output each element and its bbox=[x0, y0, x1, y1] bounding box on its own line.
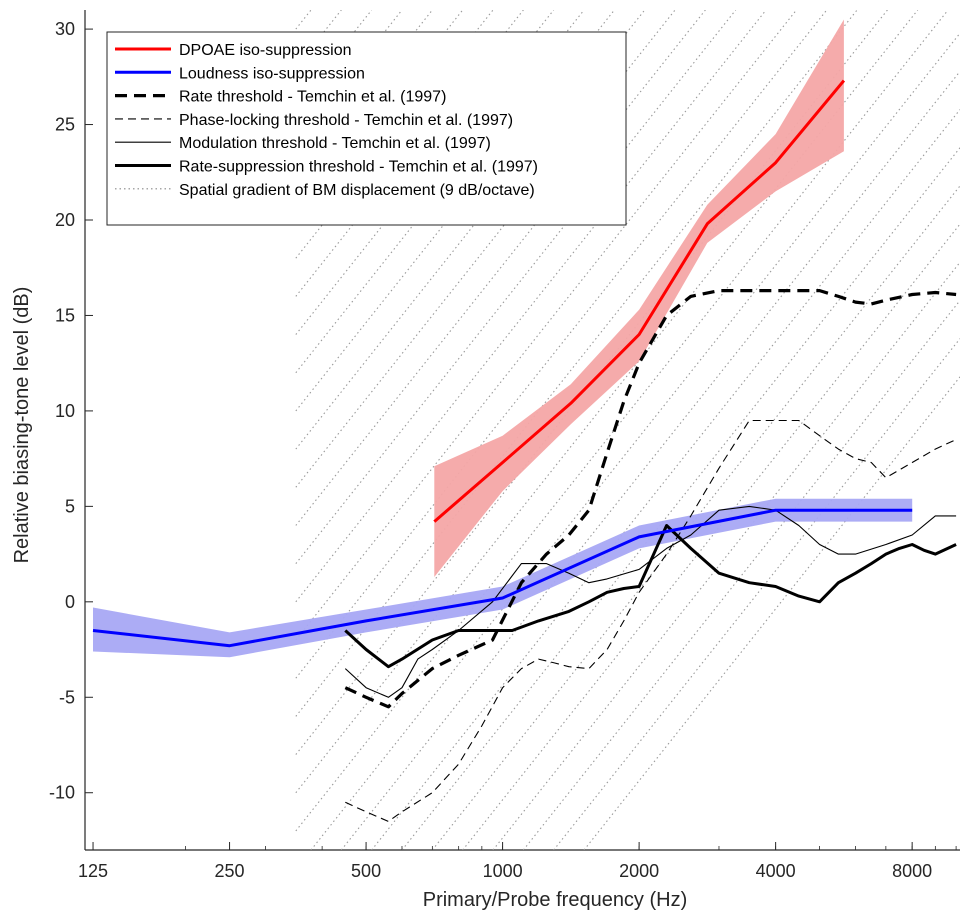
series-band-0 bbox=[434, 19, 844, 577]
y-tick-label: 15 bbox=[55, 305, 75, 325]
gradient-line bbox=[371, 109, 960, 850]
legend-label-1: Loudness iso-suppression bbox=[179, 65, 365, 82]
legend-label-6: Spatial gradient of BM displacement (9 d… bbox=[179, 182, 535, 199]
series-line-1 bbox=[92, 508, 913, 648]
x-tick-label: 1000 bbox=[483, 861, 523, 881]
legend: DPOAE iso-suppression Loudness iso-suppre… bbox=[106, 31, 627, 226]
gradient-line bbox=[583, 376, 960, 850]
legend-label-5: Rate-suppression threshold - Temchin et … bbox=[179, 159, 538, 176]
series-line-5 bbox=[344, 524, 957, 669]
gradient-line bbox=[295, 10, 797, 641]
y-tick-label: 10 bbox=[55, 401, 75, 421]
x-axis-label: Primary/Probe frequency (Hz) bbox=[423, 889, 688, 911]
ticks: -10 -5 0 5 10 15 20 25 30 125 250 500 1000 2000 4000 80… bbox=[49, 19, 957, 881]
y-tick-label: 25 bbox=[55, 115, 75, 135]
gradient-line bbox=[295, 10, 585, 374]
gradient-line bbox=[401, 147, 960, 850]
series-line-4 bbox=[344, 505, 957, 698]
y-tick-label: 0 bbox=[65, 592, 75, 612]
legend-label-3: Phase-locking threshold - Temchin et al.… bbox=[179, 112, 513, 129]
bands bbox=[93, 19, 913, 658]
series-line-3 bbox=[345, 419, 957, 822]
gradient-line bbox=[492, 261, 960, 850]
gradient-line bbox=[340, 71, 960, 850]
x-tick-label: 8000 bbox=[892, 861, 932, 881]
gradient-line bbox=[462, 223, 960, 850]
series-lines bbox=[92, 79, 957, 822]
y-tick-label: -5 bbox=[59, 687, 75, 707]
gradient-line bbox=[310, 32, 960, 850]
gradient-line bbox=[295, 10, 737, 564]
series-band-1 bbox=[93, 498, 913, 658]
y-tick-label: 20 bbox=[55, 210, 75, 230]
gradient-line bbox=[295, 10, 706, 526]
legend-label-0: DPOAE iso-suppression bbox=[179, 42, 352, 59]
x-tick-label: 2000 bbox=[619, 861, 659, 881]
x-tick-label: 500 bbox=[351, 861, 381, 881]
gradient-line bbox=[553, 338, 960, 850]
x-tick-label: 4000 bbox=[756, 861, 796, 881]
gradient-line bbox=[295, 10, 828, 679]
y-tick-label: 5 bbox=[65, 496, 75, 516]
gradient-line bbox=[295, 10, 646, 450]
x-tick-label: 125 bbox=[78, 861, 108, 881]
legend-label-4: Modulation threshold - Temchin et al. (1… bbox=[179, 135, 491, 152]
y-axis-label: Relative biasing-tone level (dB) bbox=[11, 287, 33, 564]
gradient-line bbox=[295, 10, 858, 717]
axes bbox=[84, 10, 960, 851]
legend-label-2: Rate threshold - Temchin et al. (1997) bbox=[179, 89, 446, 106]
x-tick-label: 250 bbox=[215, 861, 245, 881]
series-line-2 bbox=[344, 289, 957, 709]
gradient-line bbox=[295, 10, 312, 30]
legend-box bbox=[106, 31, 627, 226]
y-tick-label: 30 bbox=[55, 19, 75, 39]
series-line-0 bbox=[433, 79, 846, 523]
y-tick-label: -10 bbox=[49, 783, 75, 803]
